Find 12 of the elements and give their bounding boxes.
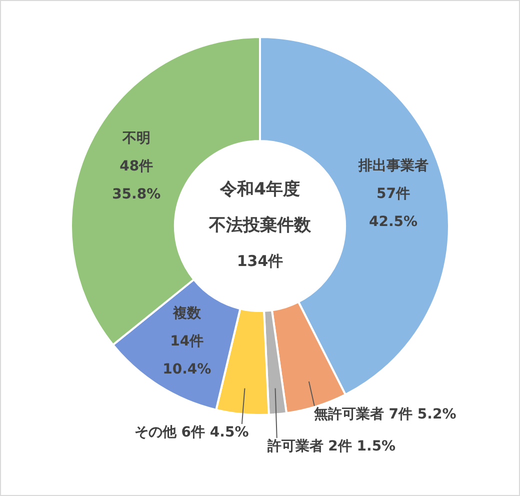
slice-label: 許可業者 2件 1.5% — [266, 438, 396, 455]
data-label: 14件 10.4% — [162, 334, 212, 378]
slice-label: 無許可業者 7件 5.2% — [312, 406, 456, 423]
text: 令和4年度 — [219, 179, 300, 200]
text: 134件 — [236, 252, 284, 270]
slice-label: 複数 — [172, 304, 202, 322]
data-label: 48件 35.8% — [112, 158, 161, 203]
slice-label: 不明 — [121, 130, 150, 147]
slice-label: その他 6件 4.5% — [134, 424, 249, 441]
data-label: 57件 42.5% — [368, 186, 418, 230]
text: 不法投棄件数 — [208, 215, 312, 236]
slice-label: 排出事業者 — [357, 158, 428, 174]
